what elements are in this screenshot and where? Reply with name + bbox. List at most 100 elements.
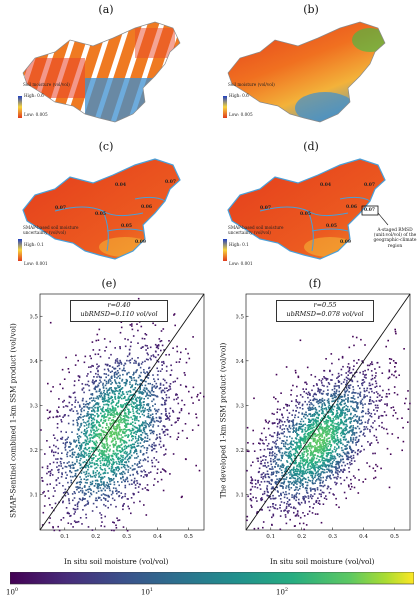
data-point	[355, 410, 358, 413]
data-point	[48, 521, 51, 524]
data-point	[342, 365, 344, 368]
data-point	[296, 446, 299, 449]
data-point	[120, 472, 123, 474]
data-point	[353, 410, 356, 412]
data-point	[320, 424, 322, 426]
data-point	[127, 408, 129, 410]
data-point	[77, 436, 79, 438]
data-point	[340, 442, 343, 444]
data-point	[253, 397, 255, 400]
data-point	[358, 479, 360, 481]
data-point	[250, 488, 252, 491]
data-point	[108, 496, 110, 498]
data-point	[322, 491, 325, 494]
data-point	[115, 442, 117, 445]
data-point	[103, 450, 106, 452]
data-point	[127, 429, 129, 431]
data-point	[90, 417, 93, 420]
data-point	[107, 414, 109, 416]
data-point	[78, 444, 81, 447]
data-point	[306, 481, 309, 484]
data-point	[128, 404, 131, 406]
data-point	[130, 444, 132, 446]
data-point	[349, 447, 351, 449]
data-point	[355, 371, 358, 373]
data-point	[332, 435, 335, 438]
data-point	[294, 414, 297, 416]
data-point	[125, 452, 127, 455]
scatter-plot-f: 0.1 0.2 0.3 0.4 0.50.10.20.30.40.5	[236, 293, 411, 540]
data-point	[391, 373, 393, 376]
data-point	[94, 400, 96, 402]
data-point	[271, 412, 274, 415]
data-point	[105, 448, 108, 450]
data-point	[98, 414, 100, 417]
data-point	[117, 390, 119, 392]
data-point	[148, 374, 150, 376]
data-point	[58, 468, 60, 471]
data-point	[121, 448, 123, 450]
data-point	[118, 446, 121, 448]
data-point	[312, 434, 314, 437]
data-point	[311, 406, 314, 409]
data-point	[294, 448, 296, 450]
data-point	[95, 390, 98, 393]
data-point	[117, 386, 120, 389]
data-point	[96, 486, 98, 489]
data-point	[286, 501, 289, 503]
data-point	[352, 454, 355, 457]
data-point	[332, 474, 334, 476]
data-point	[137, 455, 139, 458]
data-point	[97, 408, 99, 410]
data-point	[308, 510, 311, 513]
data-point	[260, 460, 262, 463]
data-point	[160, 417, 162, 420]
data-point	[356, 422, 359, 424]
data-point	[153, 484, 155, 486]
data-point	[104, 437, 106, 439]
data-point	[136, 369, 138, 371]
data-point	[304, 477, 306, 480]
data-point	[350, 429, 353, 431]
data-point	[70, 408, 73, 410]
data-point	[120, 404, 122, 406]
data-point	[403, 348, 405, 350]
data-point	[300, 428, 302, 430]
data-point	[110, 419, 113, 422]
data-point	[134, 446, 136, 449]
data-point	[324, 429, 326, 432]
data-point	[119, 473, 122, 475]
data-point	[120, 477, 122, 479]
data-point	[297, 445, 300, 447]
data-point	[257, 471, 260, 474]
data-point	[294, 474, 297, 476]
data-point	[301, 456, 304, 459]
data-point	[139, 416, 141, 418]
data-point	[272, 503, 274, 505]
data-point	[297, 376, 300, 379]
data-point	[280, 485, 283, 487]
data-point	[333, 390, 336, 393]
data-point	[82, 454, 84, 457]
data-point	[89, 483, 92, 486]
data-point	[137, 439, 140, 442]
data-point	[118, 392, 120, 395]
data-point	[259, 442, 261, 445]
data-point	[118, 434, 120, 436]
data-point	[43, 505, 46, 507]
data-point	[91, 450, 93, 453]
data-point	[296, 483, 298, 485]
data-point	[144, 389, 146, 392]
data-point	[352, 425, 354, 427]
data-point	[297, 429, 300, 432]
data-point	[146, 392, 148, 394]
data-point	[114, 376, 116, 378]
data-point	[114, 367, 117, 370]
data-point	[132, 492, 134, 495]
data-point	[108, 486, 110, 488]
data-point	[192, 336, 194, 338]
data-point	[303, 467, 306, 470]
data-point	[327, 460, 329, 463]
data-point	[253, 450, 256, 452]
data-point	[284, 474, 286, 476]
